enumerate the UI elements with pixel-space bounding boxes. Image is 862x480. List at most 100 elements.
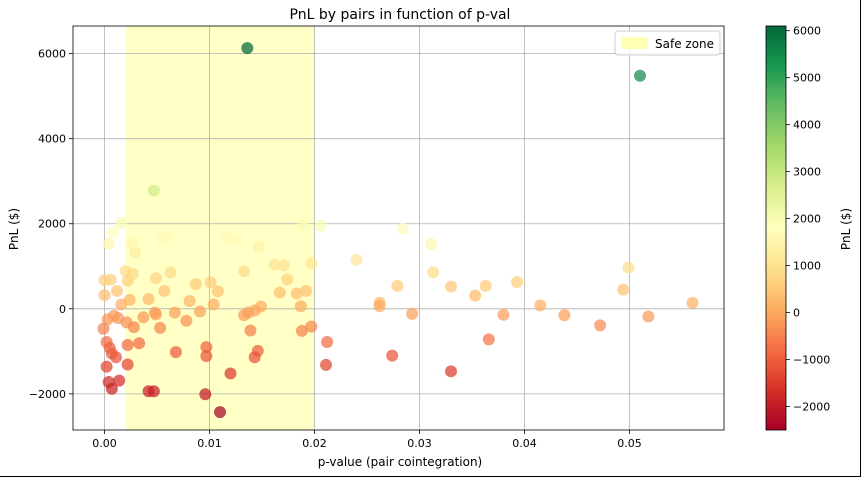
scatter-point xyxy=(189,278,202,291)
scatter-point xyxy=(126,267,139,280)
scatter-point xyxy=(497,308,510,321)
scatter-point xyxy=(294,300,307,313)
y-tick-label: 2000 xyxy=(38,218,66,231)
scatter-point xyxy=(125,236,138,249)
scatter-point xyxy=(199,388,212,401)
scatter-point xyxy=(147,385,160,398)
x-tick-label: 0.02 xyxy=(302,437,327,450)
scatter-point xyxy=(97,322,110,335)
scatter-point xyxy=(149,272,162,285)
safe-zone-layer xyxy=(125,26,315,430)
scatter-point xyxy=(386,349,399,362)
scatter-point xyxy=(200,350,213,363)
scatter-point xyxy=(149,308,162,321)
axes-layer: 0.00 0.01 0.02 0.03 0.04 0.05 −2000 0 2000 4000 60… xyxy=(29,25,725,450)
scatter-point xyxy=(104,273,117,286)
scatter-point xyxy=(211,285,224,298)
colorbar-tick-label: 4000 xyxy=(793,119,821,132)
colorbar xyxy=(765,25,787,431)
scatter-point xyxy=(248,351,261,364)
scatter-point xyxy=(168,306,181,319)
scatter-point xyxy=(534,299,547,312)
scatter-point xyxy=(121,358,134,371)
scatter-point xyxy=(204,276,217,289)
x-tick-label: 0.01 xyxy=(197,437,222,450)
colorbar-ticks: −2000 −1000 0 1000 2000 3000 4000 5000 6000 xyxy=(786,25,830,414)
scatter-point xyxy=(207,298,220,311)
colorbar-tick-label: 6000 xyxy=(793,25,821,38)
x-tick-label: 0.03 xyxy=(407,437,432,450)
scatter-point xyxy=(320,358,333,371)
scatter-point xyxy=(634,69,646,82)
colorbar-tick-label: 2000 xyxy=(793,213,821,226)
x-tick-label: 0.05 xyxy=(617,437,642,450)
scatter-point xyxy=(686,296,699,309)
x-axis-label: p-value (pair cointegration) xyxy=(318,455,483,469)
legend: Safe zone xyxy=(614,30,721,56)
scatter-point xyxy=(137,311,150,324)
scatter-point xyxy=(115,298,128,311)
scatter-point xyxy=(100,360,113,373)
scatter-point xyxy=(479,279,492,292)
scatter-point xyxy=(350,253,363,266)
scatter-point xyxy=(106,226,119,239)
scatter-point xyxy=(121,338,134,351)
scatter-point xyxy=(558,309,571,322)
scatter-point xyxy=(115,216,128,229)
scatter-point xyxy=(469,289,482,302)
scatter-point xyxy=(110,351,123,364)
colorbar-tick-label: −2000 xyxy=(793,401,830,414)
scatter-point xyxy=(305,320,318,333)
scatter-point xyxy=(425,238,438,251)
y-tick-label: −2000 xyxy=(29,388,66,401)
scatter-point xyxy=(511,276,524,289)
scatter-point xyxy=(300,284,313,297)
scatter-point xyxy=(183,295,196,308)
scatter-point xyxy=(482,333,495,346)
colorbar-label: PnL ($) xyxy=(839,208,853,250)
scatter-point xyxy=(161,229,174,242)
scatter-point xyxy=(224,367,237,380)
scatter-point xyxy=(622,261,635,274)
scatter-point xyxy=(445,280,457,293)
colorbar-tick-label: 3000 xyxy=(793,166,821,179)
legend-swatch-safe-zone xyxy=(622,37,648,49)
scatter-point xyxy=(617,283,630,296)
scatter-point xyxy=(248,304,261,317)
scatter-point xyxy=(290,287,303,300)
x-tick-label: 0.04 xyxy=(512,437,537,450)
scatter-point xyxy=(214,406,226,419)
scatter-point xyxy=(281,273,294,286)
scatter-point xyxy=(391,279,404,292)
colorbar-tick-label: 1000 xyxy=(793,260,821,273)
axes-frame xyxy=(72,25,725,431)
scatter-point xyxy=(295,324,308,337)
scatter-point xyxy=(445,365,457,378)
scatter-point xyxy=(128,246,141,259)
scatter-point xyxy=(321,335,334,348)
scatter-point xyxy=(105,382,118,395)
scatter-point xyxy=(147,184,160,197)
scatter-point xyxy=(396,222,409,235)
x-tick-label: 0.00 xyxy=(92,437,117,450)
scatter-point xyxy=(373,300,386,313)
scatter-point xyxy=(314,219,327,232)
scatter-point xyxy=(278,259,291,272)
y-axis-label: PnL ($) xyxy=(7,208,21,250)
scatter-point xyxy=(220,232,233,245)
scatter-point xyxy=(305,257,318,270)
scatter-point xyxy=(164,266,177,279)
scatter-point xyxy=(268,258,281,271)
safe-zone-band xyxy=(125,26,315,430)
scatter-point xyxy=(200,341,213,354)
points-layer xyxy=(97,42,699,419)
colorbar-tick-label: −1000 xyxy=(793,354,830,367)
scatter-point xyxy=(142,293,155,306)
scatter-point xyxy=(154,321,167,334)
scatter-point xyxy=(133,337,146,350)
scatter-point xyxy=(273,286,286,299)
scatter-point xyxy=(594,319,607,332)
scatter-point xyxy=(98,289,111,302)
